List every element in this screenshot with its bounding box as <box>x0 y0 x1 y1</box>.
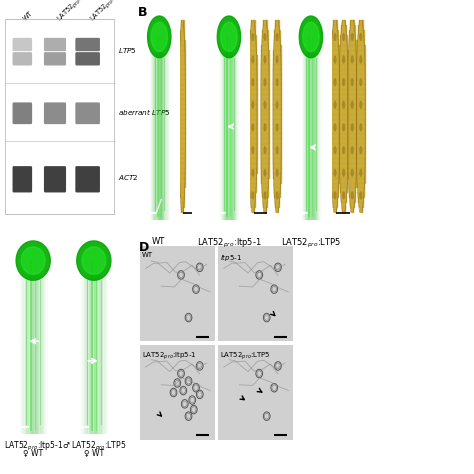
Text: LAT52$_{pro}$:LTP5: LAT52$_{pro}$:LTP5 <box>281 237 342 250</box>
Ellipse shape <box>351 169 354 177</box>
FancyBboxPatch shape <box>44 166 66 192</box>
Ellipse shape <box>275 191 279 200</box>
Ellipse shape <box>359 100 363 109</box>
Ellipse shape <box>359 191 363 200</box>
Ellipse shape <box>264 33 266 41</box>
Ellipse shape <box>275 169 279 177</box>
Ellipse shape <box>351 33 354 41</box>
Ellipse shape <box>275 33 279 41</box>
Ellipse shape <box>275 146 279 154</box>
Ellipse shape <box>359 169 363 177</box>
Ellipse shape <box>351 55 354 64</box>
FancyBboxPatch shape <box>44 52 66 65</box>
Ellipse shape <box>275 123 279 132</box>
FancyBboxPatch shape <box>75 166 100 192</box>
FancyBboxPatch shape <box>75 38 100 51</box>
Text: ♂ LAT52$_{pro}$:LTP5: ♂ LAT52$_{pro}$:LTP5 <box>62 440 126 453</box>
FancyBboxPatch shape <box>12 102 32 124</box>
Ellipse shape <box>264 123 266 132</box>
Polygon shape <box>21 247 45 274</box>
Text: LAT52$_{pro}$:ltp5-1: LAT52$_{pro}$:ltp5-1 <box>4 440 63 453</box>
Text: D: D <box>138 241 149 254</box>
Ellipse shape <box>251 169 255 177</box>
Ellipse shape <box>333 100 337 109</box>
Ellipse shape <box>351 100 354 109</box>
Polygon shape <box>82 247 106 274</box>
Ellipse shape <box>359 146 363 154</box>
Bar <box>5 19 114 214</box>
Ellipse shape <box>333 169 337 177</box>
Text: $ACT2$: $ACT2$ <box>118 173 138 182</box>
Text: $ltp5$-$1$: $ltp5$-$1$ <box>220 252 242 263</box>
Text: ♀ WT: ♀ WT <box>84 449 104 458</box>
Ellipse shape <box>342 55 345 64</box>
Ellipse shape <box>351 78 354 86</box>
Ellipse shape <box>264 146 266 154</box>
Ellipse shape <box>251 191 255 200</box>
Ellipse shape <box>275 55 279 64</box>
Ellipse shape <box>251 146 255 154</box>
Text: WT: WT <box>152 237 165 246</box>
FancyBboxPatch shape <box>12 52 32 65</box>
Ellipse shape <box>351 123 354 132</box>
Text: LAT52$_{pro}$:LTP5: LAT52$_{pro}$:LTP5 <box>88 0 130 25</box>
Ellipse shape <box>359 33 363 41</box>
Ellipse shape <box>251 78 255 86</box>
Ellipse shape <box>342 146 345 154</box>
Ellipse shape <box>333 191 337 200</box>
Ellipse shape <box>333 123 337 132</box>
Ellipse shape <box>251 55 255 64</box>
Polygon shape <box>299 16 323 58</box>
Ellipse shape <box>264 169 266 177</box>
FancyBboxPatch shape <box>75 102 100 124</box>
Ellipse shape <box>342 169 345 177</box>
Ellipse shape <box>251 123 255 132</box>
Text: ♀ WT: ♀ WT <box>23 449 43 458</box>
Ellipse shape <box>251 33 255 41</box>
Ellipse shape <box>333 78 337 86</box>
Ellipse shape <box>342 78 345 86</box>
Text: $LTP5$: $LTP5$ <box>118 46 137 55</box>
Ellipse shape <box>333 146 337 154</box>
FancyBboxPatch shape <box>44 38 66 51</box>
FancyBboxPatch shape <box>75 52 100 65</box>
Polygon shape <box>16 241 50 280</box>
Ellipse shape <box>351 191 354 200</box>
Text: WT: WT <box>22 9 34 21</box>
Ellipse shape <box>351 146 354 154</box>
Ellipse shape <box>342 100 345 109</box>
Ellipse shape <box>275 78 279 86</box>
Ellipse shape <box>342 191 345 200</box>
Polygon shape <box>217 16 241 58</box>
Text: LAT52$_{pro}$:LTP5: LAT52$_{pro}$:LTP5 <box>220 351 271 362</box>
Ellipse shape <box>264 191 266 200</box>
Ellipse shape <box>359 123 363 132</box>
Ellipse shape <box>342 33 345 41</box>
Ellipse shape <box>264 100 266 109</box>
FancyBboxPatch shape <box>12 166 32 192</box>
Text: LAT52$_{pro}$:ltp5-1: LAT52$_{pro}$:ltp5-1 <box>55 0 100 25</box>
Ellipse shape <box>333 55 337 64</box>
Text: LAT52$_{pro}$:ltp5-1: LAT52$_{pro}$:ltp5-1 <box>198 237 262 250</box>
Text: LAT52$_{pro}$:ltp5-1: LAT52$_{pro}$:ltp5-1 <box>142 351 197 362</box>
Ellipse shape <box>264 78 266 86</box>
FancyBboxPatch shape <box>12 38 32 51</box>
Ellipse shape <box>251 100 255 109</box>
Polygon shape <box>151 22 167 52</box>
Polygon shape <box>77 241 111 280</box>
Ellipse shape <box>359 55 363 64</box>
Polygon shape <box>147 16 171 58</box>
Ellipse shape <box>264 55 266 64</box>
Polygon shape <box>303 22 319 52</box>
Text: WT: WT <box>142 252 153 258</box>
FancyBboxPatch shape <box>44 102 66 124</box>
Ellipse shape <box>275 100 279 109</box>
Polygon shape <box>221 22 237 52</box>
Ellipse shape <box>333 33 337 41</box>
Ellipse shape <box>359 78 363 86</box>
Ellipse shape <box>342 123 345 132</box>
Text: B: B <box>137 6 147 18</box>
Text: aberrant $LTP5$: aberrant $LTP5$ <box>118 107 170 117</box>
